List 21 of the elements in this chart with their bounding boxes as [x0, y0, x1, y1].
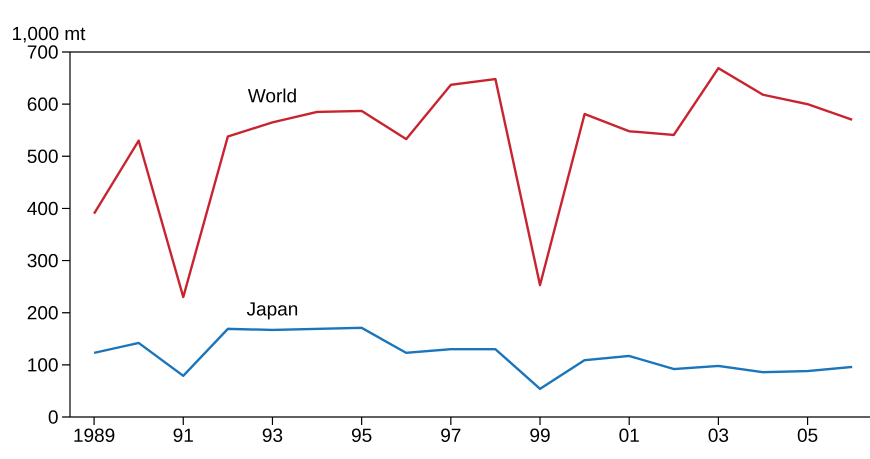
- x-tick-label: 99: [530, 428, 550, 442]
- y-tick-label: 400: [27, 202, 58, 216]
- x-tick-label: 97: [441, 428, 460, 442]
- line-series: [92, 66, 854, 298]
- x-tick-label: 01: [619, 428, 639, 442]
- x-tick-label: 03: [708, 428, 728, 442]
- y-tick-label: 200: [28, 306, 58, 320]
- y-tick-label: 500: [28, 150, 58, 164]
- x-tick-label: 05: [798, 428, 818, 442]
- y-axis-title: 1,000 mt: [12, 26, 86, 42]
- y-tick-label: 100: [28, 358, 58, 372]
- x-tick-label: 1989: [74, 428, 114, 442]
- x-tick-label: 91: [174, 428, 193, 442]
- y-tick-label: 300: [28, 254, 58, 268]
- x-tick-label: 95: [352, 428, 372, 442]
- series-label: World: [248, 88, 296, 102]
- y-tick-label: 600: [28, 97, 58, 111]
- x-tick-label: 93: [262, 428, 282, 442]
- series-label: Japan: [246, 302, 298, 320]
- y-tick-label: 700: [28, 45, 58, 59]
- y-tick-label: 0: [48, 410, 58, 424]
